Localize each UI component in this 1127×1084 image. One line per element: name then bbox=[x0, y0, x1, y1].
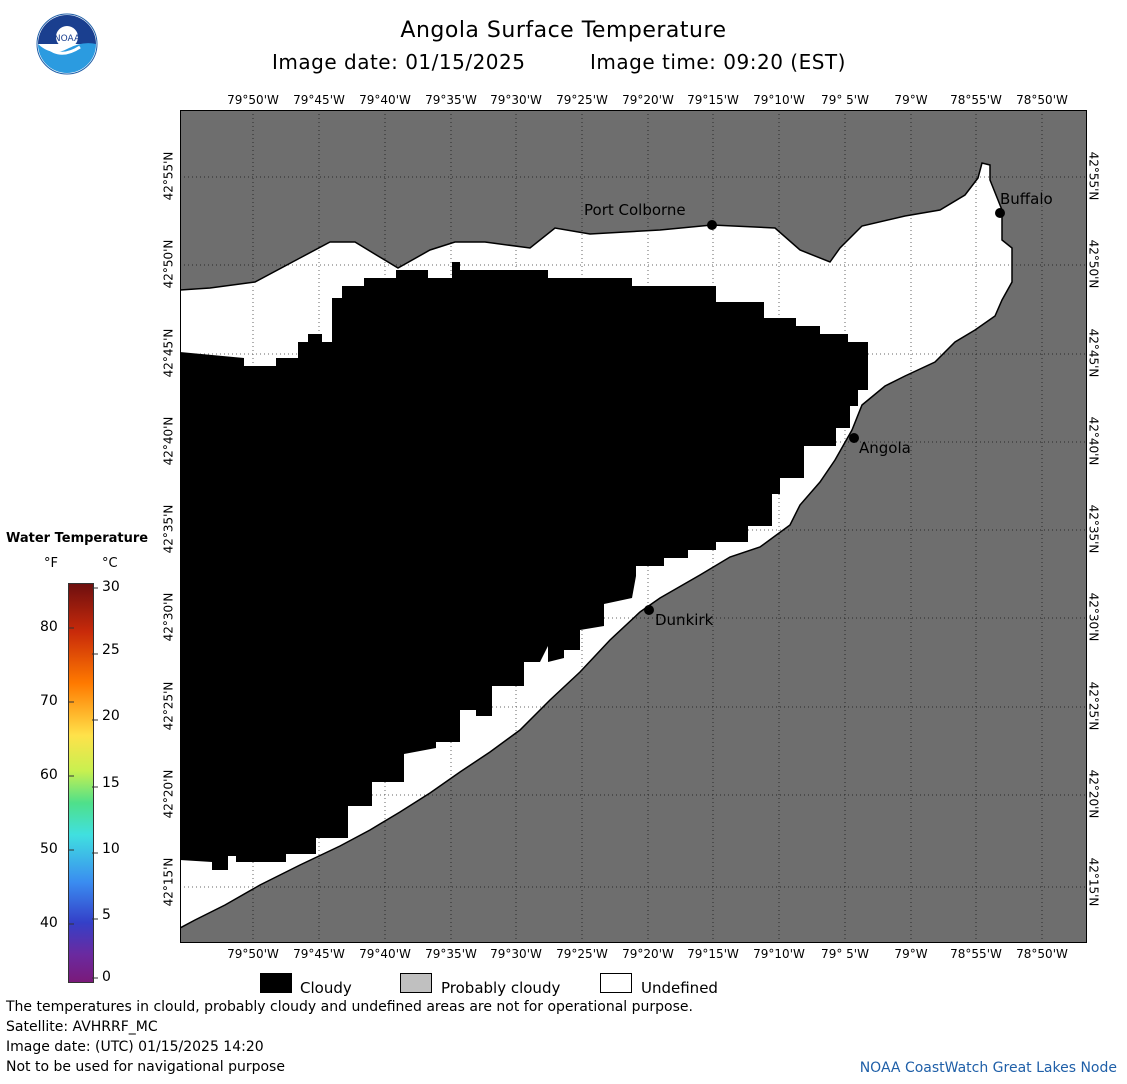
lon-label-top: 78°55'W bbox=[950, 93, 1002, 107]
scale-c-label: 25 bbox=[102, 642, 120, 658]
map-canvas bbox=[179, 110, 1087, 943]
color-scale-bar bbox=[68, 583, 94, 983]
lat-label-left: 42°50'N bbox=[161, 239, 176, 289]
lon-label-top: 79°15'W bbox=[687, 93, 739, 107]
legend-unit-c: °C bbox=[102, 556, 118, 571]
lon-label-bottom: 79°45'W bbox=[293, 947, 345, 961]
lon-label-top: 79°50'W bbox=[227, 93, 279, 107]
place-label-angola: Angola bbox=[859, 439, 911, 457]
lat-label-right: 42°50'N bbox=[1086, 239, 1101, 289]
key-label-cloudy: Cloudy bbox=[300, 979, 352, 997]
lat-label-left: 42°25'N bbox=[161, 681, 176, 731]
scale-c-label: 15 bbox=[102, 775, 120, 791]
lon-label-bottom: 79°20'W bbox=[622, 947, 674, 961]
utc-date: Image date: (UTC) 01/15/2025 14:20 bbox=[6, 1039, 264, 1055]
lat-label-right: 42°35'N bbox=[1086, 504, 1101, 554]
page-title: Angola Surface Temperature bbox=[400, 18, 727, 43]
logo-text: NOAA bbox=[54, 34, 81, 44]
lat-label-left: 42°40'N bbox=[161, 416, 176, 466]
lon-label-top: 79°10'W bbox=[753, 93, 805, 107]
lon-label-bottom: 79° 5'W bbox=[821, 947, 869, 961]
lon-label-bottom: 79°40'W bbox=[359, 947, 411, 961]
image-time: Image time: 09:20 (EST) bbox=[590, 50, 846, 74]
scale-f-label: 80 bbox=[40, 619, 58, 635]
port-colborne-marker bbox=[707, 220, 717, 230]
dunkirk-marker bbox=[644, 605, 654, 615]
legend-title: Water Temperature bbox=[6, 531, 149, 546]
lon-label-top: 79° 5'W bbox=[821, 93, 869, 107]
lon-label-bottom: 79°35'W bbox=[425, 947, 477, 961]
scale-f-label: 60 bbox=[40, 767, 58, 783]
key-swatch-probably-cloudy bbox=[400, 973, 432, 993]
lon-label-top: 79°35'W bbox=[425, 93, 477, 107]
lon-label-top: 79°20'W bbox=[622, 93, 674, 107]
lat-label-left: 42°20'N bbox=[161, 769, 176, 819]
legend-unit-f: °F bbox=[44, 556, 58, 571]
lat-label-left: 42°30'N bbox=[161, 592, 176, 642]
navigation-warning: Not to be used for navigational purpose bbox=[6, 1059, 285, 1075]
lat-label-right: 42°20'N bbox=[1086, 769, 1101, 819]
place-label-dunkirk: Dunkirk bbox=[655, 611, 714, 629]
lon-label-bottom: 78°50'W bbox=[1016, 947, 1068, 961]
place-label-port-colborne: Port Colborne bbox=[584, 201, 686, 219]
lat-label-left: 42°35'N bbox=[161, 504, 176, 554]
lon-label-bottom: 78°55'W bbox=[950, 947, 1002, 961]
lon-label-bottom: 79°10'W bbox=[753, 947, 805, 961]
scale-c-label: 20 bbox=[102, 708, 120, 724]
lon-label-bottom: 79°30'W bbox=[490, 947, 542, 961]
scale-f-label: 40 bbox=[40, 915, 58, 931]
scale-f-label: 50 bbox=[40, 841, 58, 857]
lon-label-bottom: 79°25'W bbox=[556, 947, 608, 961]
key-label-undefined: Undefined bbox=[641, 979, 718, 997]
lat-label-left: 42°45'N bbox=[161, 328, 176, 378]
cloud-area bbox=[180, 262, 868, 870]
disclaimer: The temperatures in clould, probably clo… bbox=[6, 999, 693, 1015]
lon-label-top: 79°25'W bbox=[556, 93, 608, 107]
lon-label-top: 79°30'W bbox=[490, 93, 542, 107]
lat-label-left: 42°15'N bbox=[161, 857, 176, 907]
lat-label-right: 42°45'N bbox=[1086, 328, 1101, 378]
image-date: Image date: 01/15/2025 bbox=[272, 50, 526, 74]
key-swatch-undefined bbox=[600, 973, 632, 993]
satellite-info: Satellite: AVHRRF_MC bbox=[6, 1019, 158, 1035]
lon-label-top: 79°45'W bbox=[293, 93, 345, 107]
lon-label-top: 79°W bbox=[894, 93, 928, 107]
lat-label-right: 42°55'N bbox=[1086, 151, 1101, 201]
credit-link[interactable]: NOAA CoastWatch Great Lakes Node bbox=[859, 1060, 1117, 1076]
scale-f-label: 70 bbox=[40, 693, 58, 709]
lon-label-bottom: 79°W bbox=[894, 947, 928, 961]
place-label-buffalo: Buffalo bbox=[1000, 190, 1053, 208]
key-label-probably-cloudy: Probably cloudy bbox=[441, 979, 561, 997]
map-frame bbox=[180, 110, 1087, 943]
noaa-logo: NOAA bbox=[36, 13, 98, 75]
scale-ticks bbox=[60, 583, 100, 981]
graticule bbox=[180, 110, 1087, 943]
buffalo-marker bbox=[995, 208, 1005, 218]
scale-c-label: 0 bbox=[102, 969, 111, 985]
lat-label-right: 42°40'N bbox=[1086, 416, 1101, 466]
lon-label-bottom: 79°15'W bbox=[687, 947, 739, 961]
lat-label-right: 42°15'N bbox=[1086, 857, 1101, 907]
scale-c-label: 10 bbox=[102, 841, 120, 857]
lat-label-right: 42°30'N bbox=[1086, 592, 1101, 642]
scale-c-label: 5 bbox=[102, 907, 111, 923]
scale-c-label: 30 bbox=[102, 579, 120, 595]
lon-label-top: 78°50'W bbox=[1016, 93, 1068, 107]
angola-marker bbox=[849, 433, 859, 443]
key-swatch-cloudy bbox=[260, 973, 292, 993]
lon-label-top: 79°40'W bbox=[359, 93, 411, 107]
lat-label-left: 42°55'N bbox=[161, 151, 176, 201]
map-svg bbox=[179, 110, 1087, 943]
lon-label-bottom: 79°50'W bbox=[227, 947, 279, 961]
lat-label-right: 42°25'N bbox=[1086, 681, 1101, 731]
